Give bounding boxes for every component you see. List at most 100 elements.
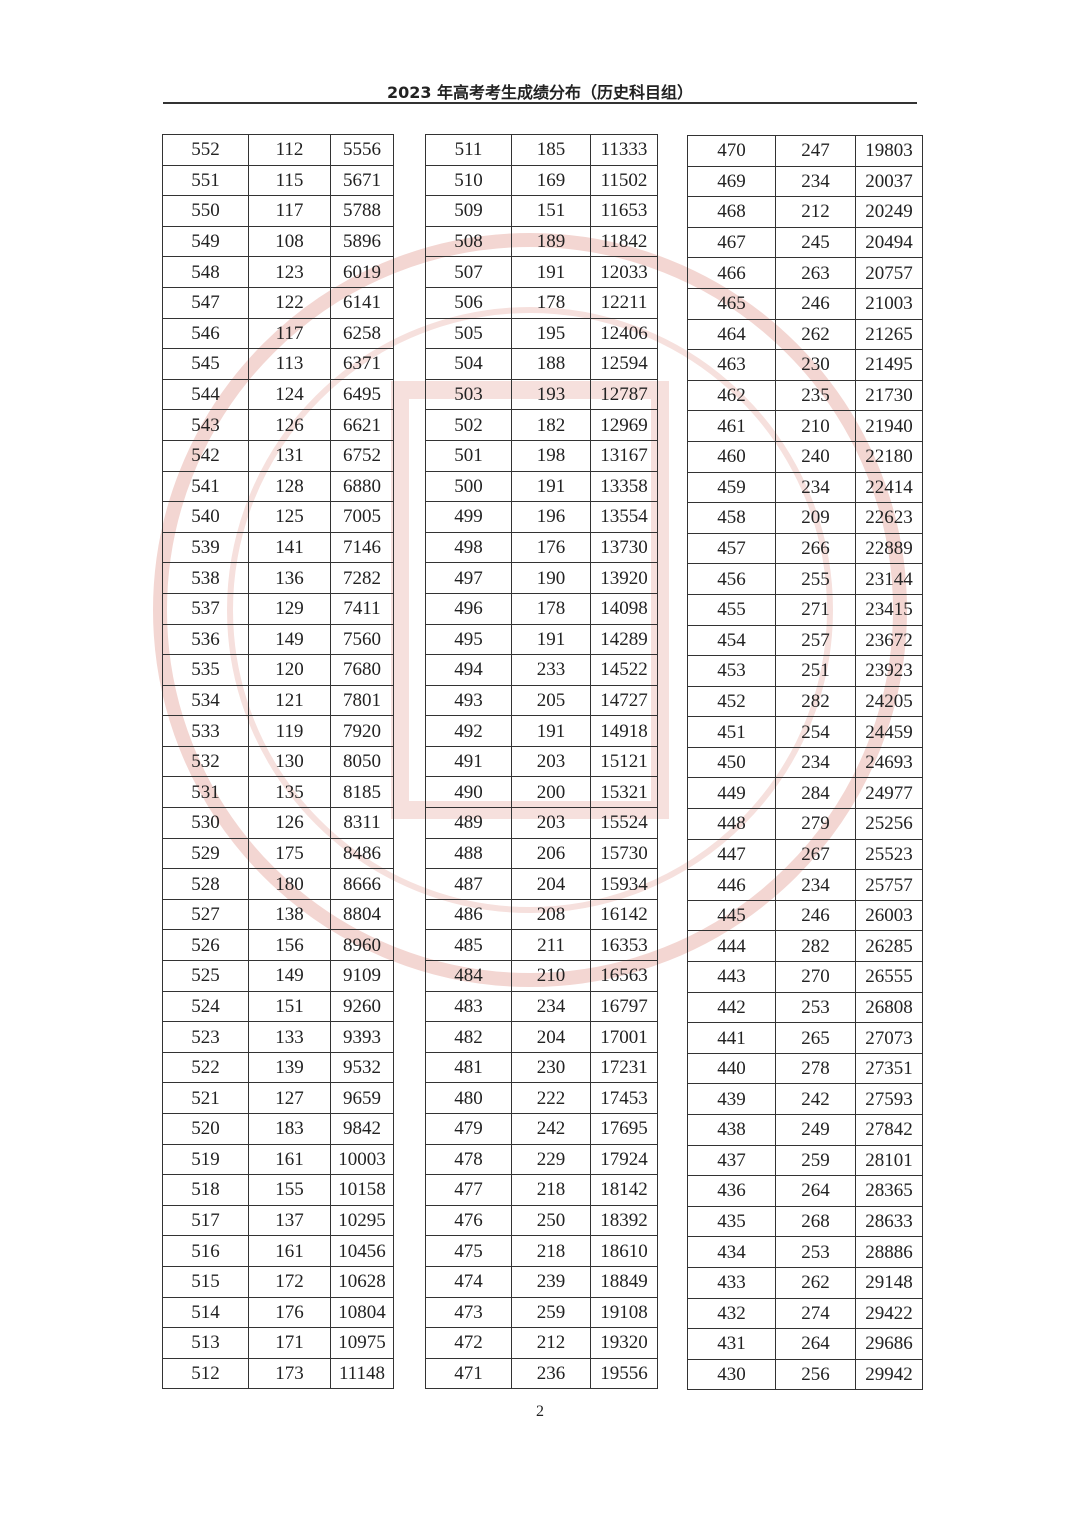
score-cell: 508: [425, 225, 512, 258]
count-cell: 282: [775, 685, 856, 718]
score-cell: 481: [425, 1051, 512, 1084]
score-cell: 532: [162, 745, 249, 778]
table-row: 456 255 23144: [687, 563, 923, 595]
count-cell: 203: [511, 745, 591, 778]
table-row: 430 256 29942: [687, 1358, 923, 1391]
cumulative-cell: 7920: [330, 715, 394, 747]
table-row: 449 284 24977: [687, 777, 923, 810]
cumulative-cell: 7411: [330, 592, 394, 625]
cumulative-cell: 7560: [330, 623, 394, 656]
table-row: 524 151 9260: [162, 990, 394, 1023]
score-cell: 462: [687, 379, 776, 412]
count-cell: 123: [248, 256, 331, 288]
table-row: 544 124 6495: [162, 378, 394, 411]
table-row: 515 172 10628: [162, 1265, 394, 1298]
count-cell: 251: [775, 655, 856, 687]
cumulative-cell: 21003: [855, 287, 923, 320]
count-cell: 204: [511, 1021, 591, 1053]
cumulative-cell: 5788: [330, 195, 394, 227]
count-cell: 229: [511, 1143, 591, 1176]
score-cell: 515: [162, 1265, 249, 1298]
table-row: 436 264 28365: [687, 1175, 923, 1207]
cumulative-cell: 28101: [855, 1144, 923, 1177]
table-row: 459 234 22414: [687, 471, 923, 504]
cumulative-cell: 11502: [590, 164, 658, 197]
score-cell: 437: [687, 1144, 776, 1177]
cumulative-cell: 15934: [590, 868, 658, 900]
cumulative-cell: 6752: [330, 439, 394, 472]
table-row: 538 136 7282: [162, 562, 394, 594]
cumulative-cell: 9109: [330, 960, 394, 992]
score-cell: 451: [687, 716, 776, 748]
cumulative-cell: 27593: [855, 1083, 923, 1115]
table-row: 488 206 15730: [425, 837, 658, 870]
score-cell: 522: [162, 1051, 249, 1084]
score-cell: 511: [425, 134, 512, 166]
table-row: 432 274 29422: [687, 1297, 923, 1330]
score-cell: 473: [425, 1296, 512, 1329]
score-cell: 552: [162, 134, 249, 166]
score-cell: 547: [162, 286, 249, 319]
score-cell: 541: [162, 470, 249, 503]
count-cell: 126: [248, 807, 331, 839]
table-row: 525 149 9109: [162, 960, 394, 992]
table-row: 480 222 17453: [425, 1082, 658, 1114]
page-title: 2023 年高考考生成绩分布（历史科目组）: [386, 83, 694, 102]
table-row: 485 211 16353: [425, 929, 658, 962]
table-row: 455 271 23415: [687, 593, 923, 626]
table-row: 438 249 27842: [687, 1114, 923, 1146]
count-cell: 253: [775, 1236, 856, 1268]
cumulative-cell: 8185: [330, 776, 394, 809]
cumulative-cell: 10456: [330, 1235, 394, 1267]
count-cell: 121: [248, 684, 331, 717]
cumulative-cell: 23144: [855, 563, 923, 595]
table-row: 478 229 17924: [425, 1143, 658, 1176]
table-row: 486 208 16142: [425, 898, 658, 931]
count-cell: 253: [775, 991, 856, 1024]
cumulative-cell: 8960: [330, 929, 394, 962]
table-row: 514 176 10804: [162, 1296, 394, 1329]
score-cell: 518: [162, 1174, 249, 1206]
cumulative-cell: 29148: [855, 1266, 923, 1299]
count-cell: 233: [511, 654, 591, 686]
count-cell: 151: [511, 195, 591, 227]
score-cell: 510: [425, 164, 512, 197]
table-row: 506 178 12211: [425, 286, 658, 319]
table-row: 477 218 18142: [425, 1174, 658, 1206]
score-cell: 482: [425, 1021, 512, 1053]
score-cell: 448: [687, 808, 776, 840]
cumulative-cell: 21730: [855, 379, 923, 412]
table-row: 545 113 6371: [162, 348, 394, 380]
cumulative-cell: 22889: [855, 532, 923, 565]
table-row: 518 155 10158: [162, 1174, 394, 1206]
count-cell: 259: [511, 1296, 591, 1329]
count-cell: 126: [248, 409, 331, 441]
count-cell: 218: [511, 1235, 591, 1267]
header-divider: [163, 102, 917, 104]
cumulative-cell: 13554: [590, 501, 658, 533]
score-cell: 455: [687, 593, 776, 626]
count-cell: 173: [248, 1357, 331, 1390]
cumulative-cell: 20757: [855, 257, 923, 289]
score-cell: 440: [687, 1052, 776, 1085]
cumulative-cell: 15121: [590, 745, 658, 778]
score-cell: 546: [162, 317, 249, 350]
score-cell: 441: [687, 1022, 776, 1054]
count-cell: 141: [248, 531, 331, 564]
count-cell: 138: [248, 898, 331, 931]
count-cell: 119: [248, 715, 331, 747]
count-cell: 178: [511, 592, 591, 625]
table-row: 448 279 25256: [687, 808, 923, 840]
table-row: 520 183 9842: [162, 1113, 394, 1145]
table-row: 497 190 13920: [425, 562, 658, 594]
table-row: 461 210 21940: [687, 410, 923, 442]
count-cell: 234: [775, 746, 856, 779]
cumulative-cell: 15321: [590, 776, 658, 809]
table-row: 549 108 5896: [162, 225, 394, 258]
score-cell: 524: [162, 990, 249, 1023]
count-cell: 129: [248, 592, 331, 625]
cumulative-cell: 21265: [855, 318, 923, 351]
score-cell: 466: [687, 257, 776, 289]
count-cell: 161: [248, 1143, 331, 1176]
count-cell: 230: [511, 1051, 591, 1084]
